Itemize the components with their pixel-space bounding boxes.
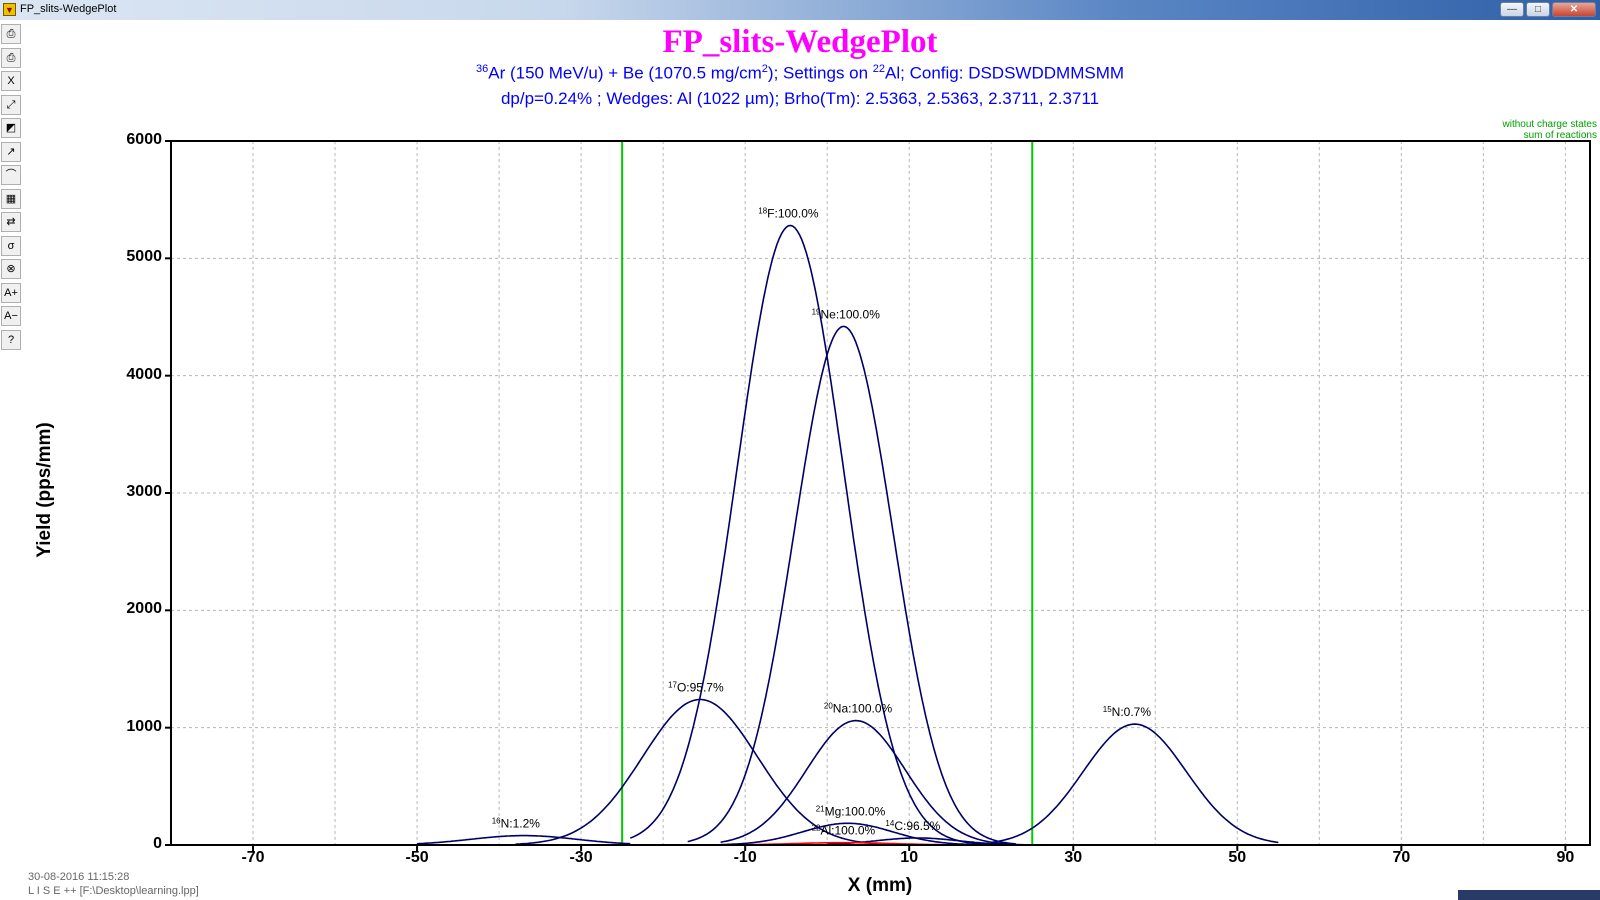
peak-label-text: Ne:100.0% [820, 307, 880, 321]
plot-toolbar: ⎙ ⎙ X ⤢ ◩ ↗ ⌒ ▦ ⇄ σ ⊗ A+ A−? [0, 20, 22, 352]
close-plot-icon[interactable]: X [1, 71, 21, 91]
peak-curve-3 [720, 719, 1016, 846]
settings-subtitle: dp/p=0.24% ; Wedges: Al (1022 µm); Brho(… [500, 89, 1100, 108]
x-tick-label: 70 [1392, 849, 1411, 866]
y-tick-label: 0 [153, 835, 162, 852]
x-axis-label: X (mm) [847, 875, 913, 896]
minimize-button[interactable]: — [1500, 2, 1524, 17]
file-path: L I S E ++ [F:\Desktop\learning.lpp] [28, 885, 199, 897]
peak-curve-1 [687, 325, 1016, 845]
peak-label: 21Mg:100.0% [816, 804, 886, 818]
print-setup-icon[interactable]: ⎙ [1, 47, 21, 68]
app-icon: ▼ [3, 3, 16, 16]
peak-label-text: O:95.7% [677, 681, 724, 695]
peak-curve-5 [417, 834, 631, 845]
sigma-icon[interactable]: σ [1, 235, 21, 256]
window-title: FP_slits-WedgePlot [20, 3, 117, 15]
peak-label: 22Al:100.0% [812, 824, 876, 838]
font-larger-icon[interactable]: A+ [1, 282, 21, 303]
y-tick-label: 4000 [126, 365, 162, 383]
settings-text: ); Settings on [767, 63, 873, 83]
y-tick-label: 3000 [126, 483, 162, 500]
reaction-subtitle: 36Ar (150 MeV/u) + Be (1070.5 mg/cm2); S… [0, 63, 1600, 84]
peak-label-text: C:96.5% [894, 819, 940, 833]
beam-mass-number: 36 [475, 63, 489, 75]
close-button[interactable]: ✕ [1552, 2, 1596, 17]
peak-curve-0 [630, 224, 992, 846]
status-bar [1458, 890, 1600, 900]
legend-charge-states: without charge states [1502, 119, 1598, 130]
peak-curve-4 [991, 723, 1279, 844]
peak-label-mass: 15 [1103, 705, 1112, 714]
y-tick-label: 5000 [126, 248, 162, 266]
x-tick-label: 90 [1556, 849, 1575, 866]
peak-label: 16N:1.2% [492, 817, 541, 831]
x-tick-label: -30 [569, 849, 593, 866]
y-tick-label: 1000 [126, 717, 162, 735]
peak-label-mass: 20 [824, 702, 833, 711]
peak-label: 14C:96.5% [885, 819, 940, 833]
x-tick-label: 50 [1228, 849, 1247, 866]
print-icon[interactable]: ⎙ [1, 24, 21, 44]
peak-curve-8 [745, 841, 942, 846]
peak-curve-7 [827, 837, 1025, 846]
x-tick-label: -10 [733, 849, 757, 866]
peak-label-text: N:0.7% [1112, 705, 1152, 719]
y-tick-label: 6000 [126, 131, 162, 148]
color-icon[interactable]: ◩ [1, 118, 21, 138]
peak-curve-6 [720, 822, 975, 846]
y-tick-label: 2000 [126, 600, 162, 618]
setting-mass-number: 22 [872, 63, 886, 75]
peak-label-text: N:1.2% [501, 817, 541, 831]
timestamp: 30-08-2016 11:15:28 [28, 871, 130, 883]
config-text: Al; Config: DSDSWDDMMSMM [885, 63, 1125, 83]
peak-label-mass: 21 [816, 804, 825, 813]
x-tick-label: -50 [405, 849, 429, 866]
peak-label: 15N:0.7% [1103, 705, 1152, 719]
peak-label: 18F:100.0% [758, 206, 819, 220]
x-tick-label: -70 [241, 849, 265, 866]
peak-label-mass: 22 [812, 824, 821, 833]
peak-label-text: Mg:100.0% [825, 804, 886, 818]
y-axis-label: Yield (pps/mm) [34, 422, 55, 558]
plot-title: FP_slits-WedgePlot [662, 24, 938, 60]
window-controls: — □ ✕ [1500, 2, 1596, 18]
peak-label-mass: 17 [668, 681, 677, 690]
curve-icon[interactable]: ⌒ [1, 165, 21, 185]
table-icon[interactable]: ▦ [1, 188, 21, 209]
peak-label: 20Na:100.0% [824, 702, 893, 716]
window-titlebar: ▼ FP_slits-WedgePlot — □ ✕ [0, 0, 1600, 20]
peak-label: 17O:95.7% [668, 681, 724, 695]
font-smaller-icon[interactable]: A− [1, 306, 21, 326]
peak-label-text: Na:100.0% [833, 702, 893, 716]
cancel-icon[interactable]: ⊗ [1, 259, 21, 279]
help-icon[interactable]: ? [1, 329, 21, 350]
target-unit-exponent: 2 [761, 63, 768, 75]
x-tick-label: 30 [1064, 849, 1083, 866]
peak-curve-2 [515, 698, 918, 846]
zoom-icon[interactable]: ⤢ [1, 94, 21, 115]
maximize-button[interactable]: □ [1526, 2, 1550, 17]
x-tick-label: 10 [900, 849, 919, 866]
peak-label-mass: 19 [812, 307, 821, 316]
log-scale-icon[interactable]: ↗ [1, 141, 21, 162]
peak-label-mass: 18 [758, 206, 767, 215]
peak-label-mass: 14 [885, 819, 894, 828]
legend-sum-reactions: sum of reactions [1523, 130, 1597, 141]
peak-label-mass: 16 [492, 817, 501, 826]
peak-label-text: Al:100.0% [820, 824, 875, 838]
peak-label: 19Ne:100.0% [812, 307, 881, 321]
beam-text: Ar (150 MeV/u) + Be (1070.5 mg/cm [488, 63, 762, 83]
swap-icon[interactable]: ⇄ [1, 212, 21, 232]
peak-label-text: F:100.0% [767, 206, 819, 220]
plot-frame [170, 140, 1591, 846]
